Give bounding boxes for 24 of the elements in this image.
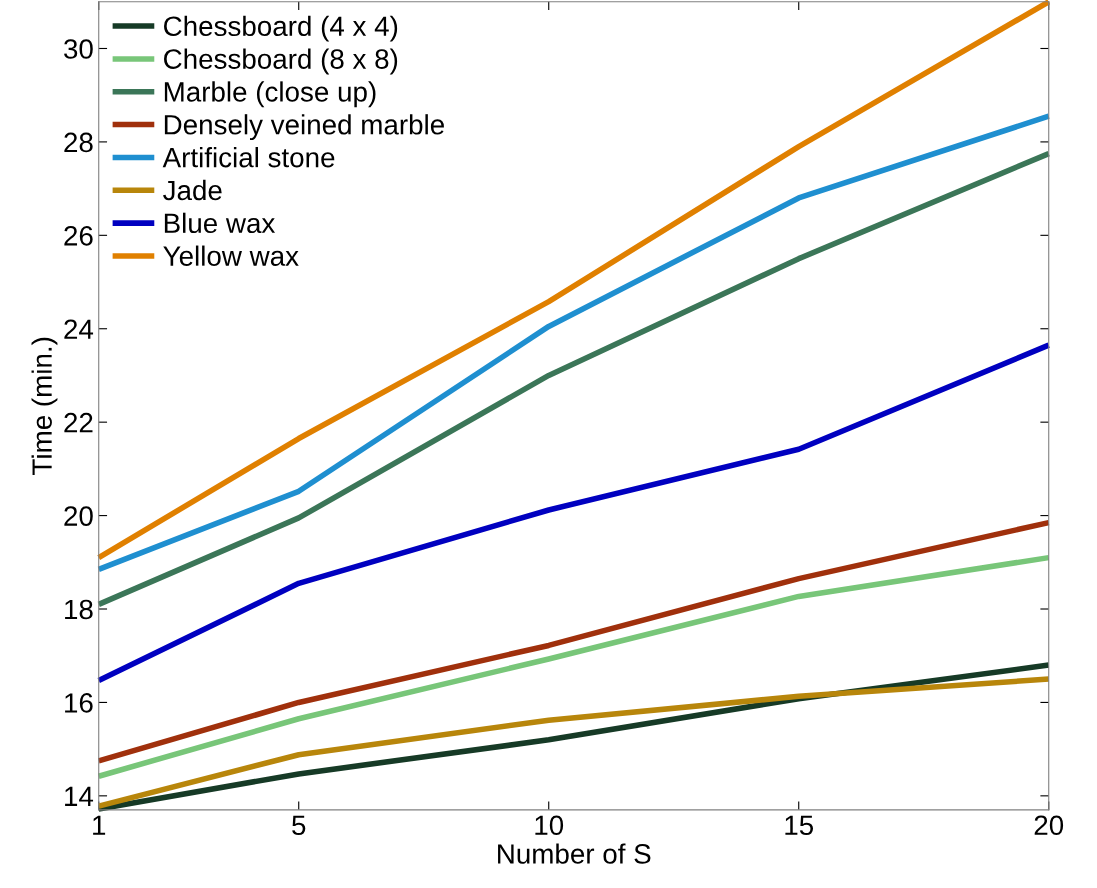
- x-tick-label: 20: [1034, 815, 1064, 836]
- legend-label: Densely veined marble: [164, 114, 444, 141]
- y-tick-label: 22: [64, 412, 93, 433]
- x-tick-label: 10: [535, 815, 564, 836]
- x-tick-label: 15: [785, 815, 814, 836]
- y-tick-label: 20: [64, 506, 93, 526]
- x-tick-label: 1: [93, 815, 106, 835]
- y-tick-label: 30: [64, 39, 93, 59]
- legend-label: Blue wax: [164, 212, 276, 234]
- y-tick-label: 24: [64, 319, 94, 339]
- legend-label: Jade: [163, 179, 222, 201]
- legend-label: Chessboard (8 x 8): [164, 48, 398, 75]
- y-tick-label: 26: [64, 225, 93, 246]
- legend-label: Chessboard (4 x 4): [164, 15, 398, 42]
- y-tick-label: 14: [65, 786, 94, 806]
- x-axis-title: Number of S: [498, 843, 651, 864]
- y-tick-label: 28: [64, 132, 93, 153]
- legend-label: Yellow wax: [163, 245, 299, 266]
- x-tick-label: 5: [292, 815, 306, 836]
- y-tick-label: 16: [65, 693, 93, 713]
- y-tick-label: 18: [65, 599, 93, 620]
- legend-label: Artificial stone: [162, 147, 335, 168]
- y-axis-title: Time (min.): [31, 337, 58, 475]
- legend-label: Marble (close up): [164, 81, 376, 108]
